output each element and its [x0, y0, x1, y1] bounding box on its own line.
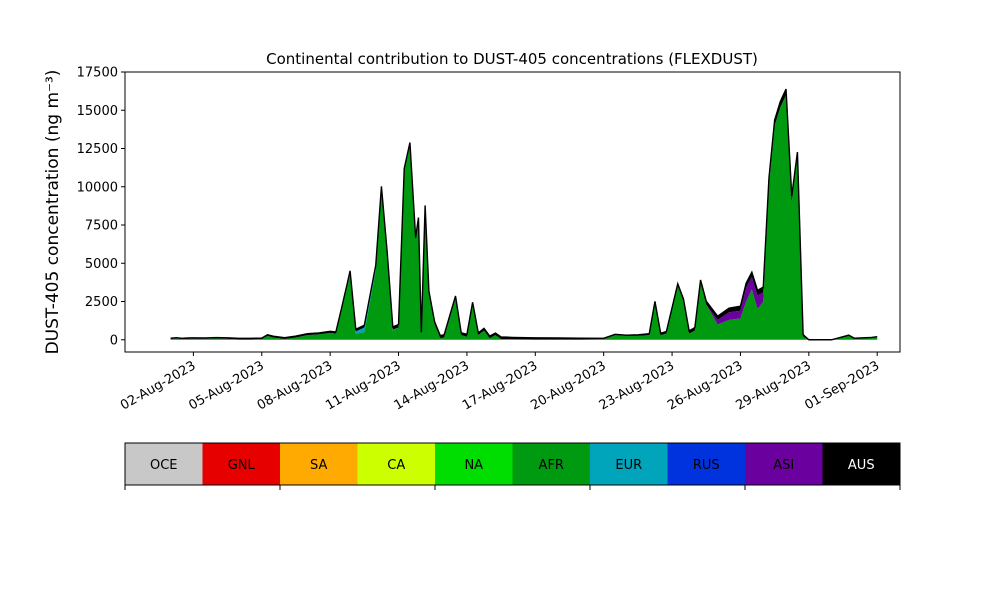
legend-swatch-asi	[745, 443, 823, 485]
legend-swatch-ca	[357, 443, 436, 485]
x-tick-label: 17-Aug-2023	[460, 358, 540, 413]
legend-swatch-afr	[512, 443, 591, 485]
legend-swatch-eur	[590, 443, 668, 485]
x-tick-label: 08-Aug-2023	[255, 358, 335, 413]
y-tick-label: 2500	[85, 295, 118, 310]
x-tick-label: 11-Aug-2023	[323, 358, 403, 413]
legend-label-aus: AUS	[848, 458, 875, 473]
plot-frame	[124, 71, 901, 353]
total-outline	[170, 88, 878, 341]
y-tick-label: 17500	[77, 66, 118, 81]
x-tick-label: 20-Aug-2023	[528, 358, 608, 413]
legend-label-rus: RUS	[693, 458, 720, 473]
legend-label-gnl: GNL	[228, 458, 256, 473]
chart-title: Continental contribution to DUST-405 con…	[266, 50, 758, 68]
legend-label-eur: EUR	[615, 458, 642, 473]
y-tick-label: 10000	[77, 180, 118, 195]
y-axis-label: DUST-405 concentration (ng m⁻³)	[43, 70, 63, 355]
legend-swatch-na	[435, 443, 513, 485]
legend-colorbar: OCE GNL SA CA NA AFR EUR RUS ASI AUS	[124, 442, 901, 490]
legend-label-asi: ASI	[773, 458, 794, 473]
legend-swatch-aus	[822, 443, 901, 485]
legend-label-sa: SA	[310, 458, 327, 473]
y-tick-label: 5000	[85, 257, 118, 272]
x-tick-label: 29-Aug-2023	[733, 358, 813, 413]
x-tick-label: 26-Aug-2023	[665, 358, 745, 413]
x-tick-label: 01-Sep-2023	[802, 358, 882, 413]
legend-label-afr: AFR	[539, 458, 564, 473]
x-tick-label: 02-Aug-2023	[118, 358, 198, 413]
x-tick-label: 05-Aug-2023	[186, 358, 266, 413]
x-tick-label: 23-Aug-2023	[597, 358, 677, 413]
y-tick-label: 15000	[77, 104, 118, 119]
plot-area	[170, 88, 878, 341]
y-tick-label: 0	[110, 333, 118, 348]
series-area-afr	[170, 94, 878, 340]
x-tick-label: 14-Aug-2023	[392, 358, 472, 413]
legend-frame	[124, 442, 901, 486]
legend-label-oce: OCE	[150, 458, 178, 473]
legend-swatch-gnl	[202, 443, 281, 485]
y-tick-label: 7500	[85, 219, 118, 234]
legend-swatch-rus	[667, 443, 746, 485]
legend-swatch-oce	[125, 443, 203, 485]
y-tick-label: 12500	[77, 142, 118, 157]
legend-swatch-sa	[280, 443, 358, 485]
legend-label-ca: CA	[387, 458, 405, 473]
legend-label-na: NA	[464, 458, 483, 473]
